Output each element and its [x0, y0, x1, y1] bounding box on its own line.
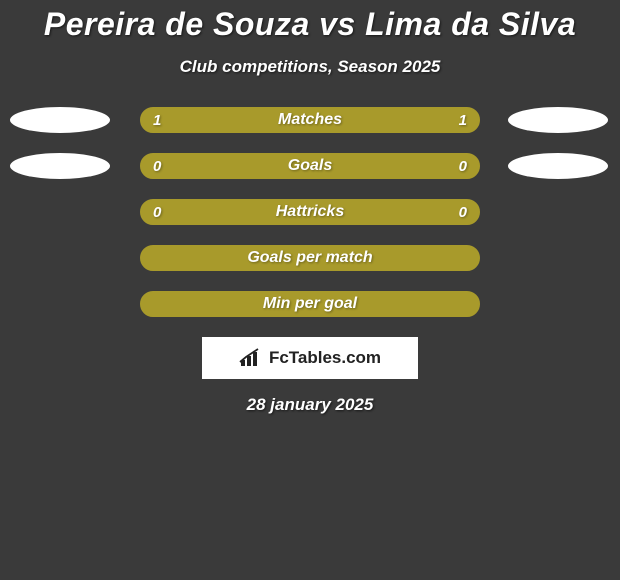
stat-value-right: 0: [459, 204, 467, 221]
stat-label: Min per goal: [263, 295, 357, 313]
bar-chart-icon: [239, 348, 263, 368]
stat-row-matches: 1 Matches 1: [0, 107, 620, 133]
brand-box: FcTables.com: [202, 337, 418, 379]
team-badge-right: [508, 153, 608, 179]
team-badge-right: [508, 107, 608, 133]
brand-text: FcTables.com: [269, 348, 381, 368]
page-title: Pereira de Souza vs Lima da Silva: [0, 0, 620, 43]
date-text: 28 january 2025: [0, 395, 620, 415]
stat-value-right: 0: [459, 158, 467, 175]
subtitle: Club competitions, Season 2025: [0, 57, 620, 77]
stat-row-goals: 0 Goals 0: [0, 153, 620, 179]
stat-value-left: 0: [153, 204, 161, 221]
stat-value-left: 0: [153, 158, 161, 175]
stat-bar-matches: 1 Matches 1: [140, 107, 480, 133]
stat-label: Goals: [288, 157, 332, 175]
stat-bar-min-per-goal: Min per goal: [140, 291, 480, 317]
stat-bar-hattricks: 0 Hattricks 0: [140, 199, 480, 225]
stat-label: Goals per match: [247, 249, 372, 267]
stat-label: Matches: [278, 111, 342, 129]
stat-row-hattricks: 0 Hattricks 0: [0, 199, 620, 225]
stat-value-right: 1: [459, 112, 467, 129]
stat-bar-goals: 0 Goals 0: [140, 153, 480, 179]
stat-rows: 1 Matches 1 0 Goals 0 0 Hattricks 0 Goal…: [0, 107, 620, 317]
team-badge-left: [10, 107, 110, 133]
team-badge-left: [10, 153, 110, 179]
stat-label: Hattricks: [276, 203, 344, 221]
stat-row-goals-per-match: Goals per match: [0, 245, 620, 271]
stat-bar-goals-per-match: Goals per match: [140, 245, 480, 271]
stat-value-left: 1: [153, 112, 161, 129]
stat-row-min-per-goal: Min per goal: [0, 291, 620, 317]
